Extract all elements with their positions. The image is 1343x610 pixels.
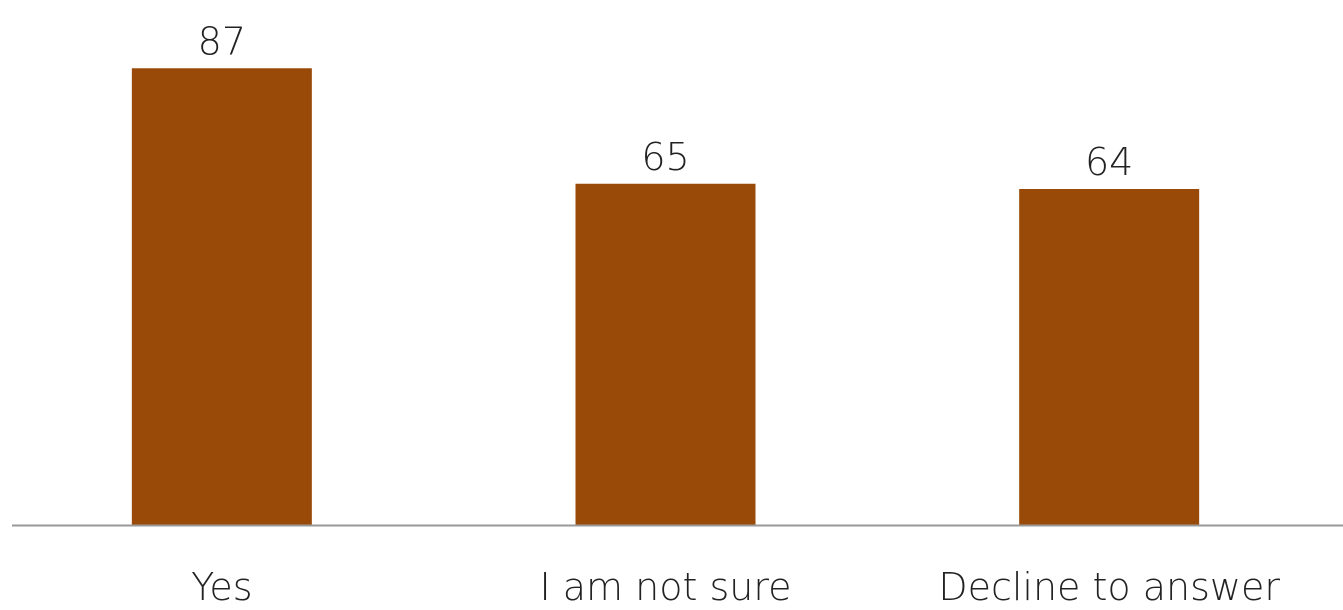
data-labels-group: 87 65 64 — [198, 19, 1134, 184]
category-tick-label: Decline to answer — [938, 565, 1280, 609]
data-label: 64 — [1085, 140, 1133, 184]
category-tick-label: Yes — [191, 565, 252, 609]
data-label: 87 — [198, 19, 246, 63]
data-label: 65 — [641, 135, 689, 179]
bar-decline-to-answer — [1019, 189, 1200, 525]
bars-group — [131, 68, 1200, 525]
category-tick-label: I am not sure — [539, 565, 791, 609]
bar-i-am-not-sure — [575, 183, 756, 525]
tick-labels-group: Yes I am not sure Decline to answer — [191, 565, 1280, 609]
bar-yes — [131, 68, 312, 525]
